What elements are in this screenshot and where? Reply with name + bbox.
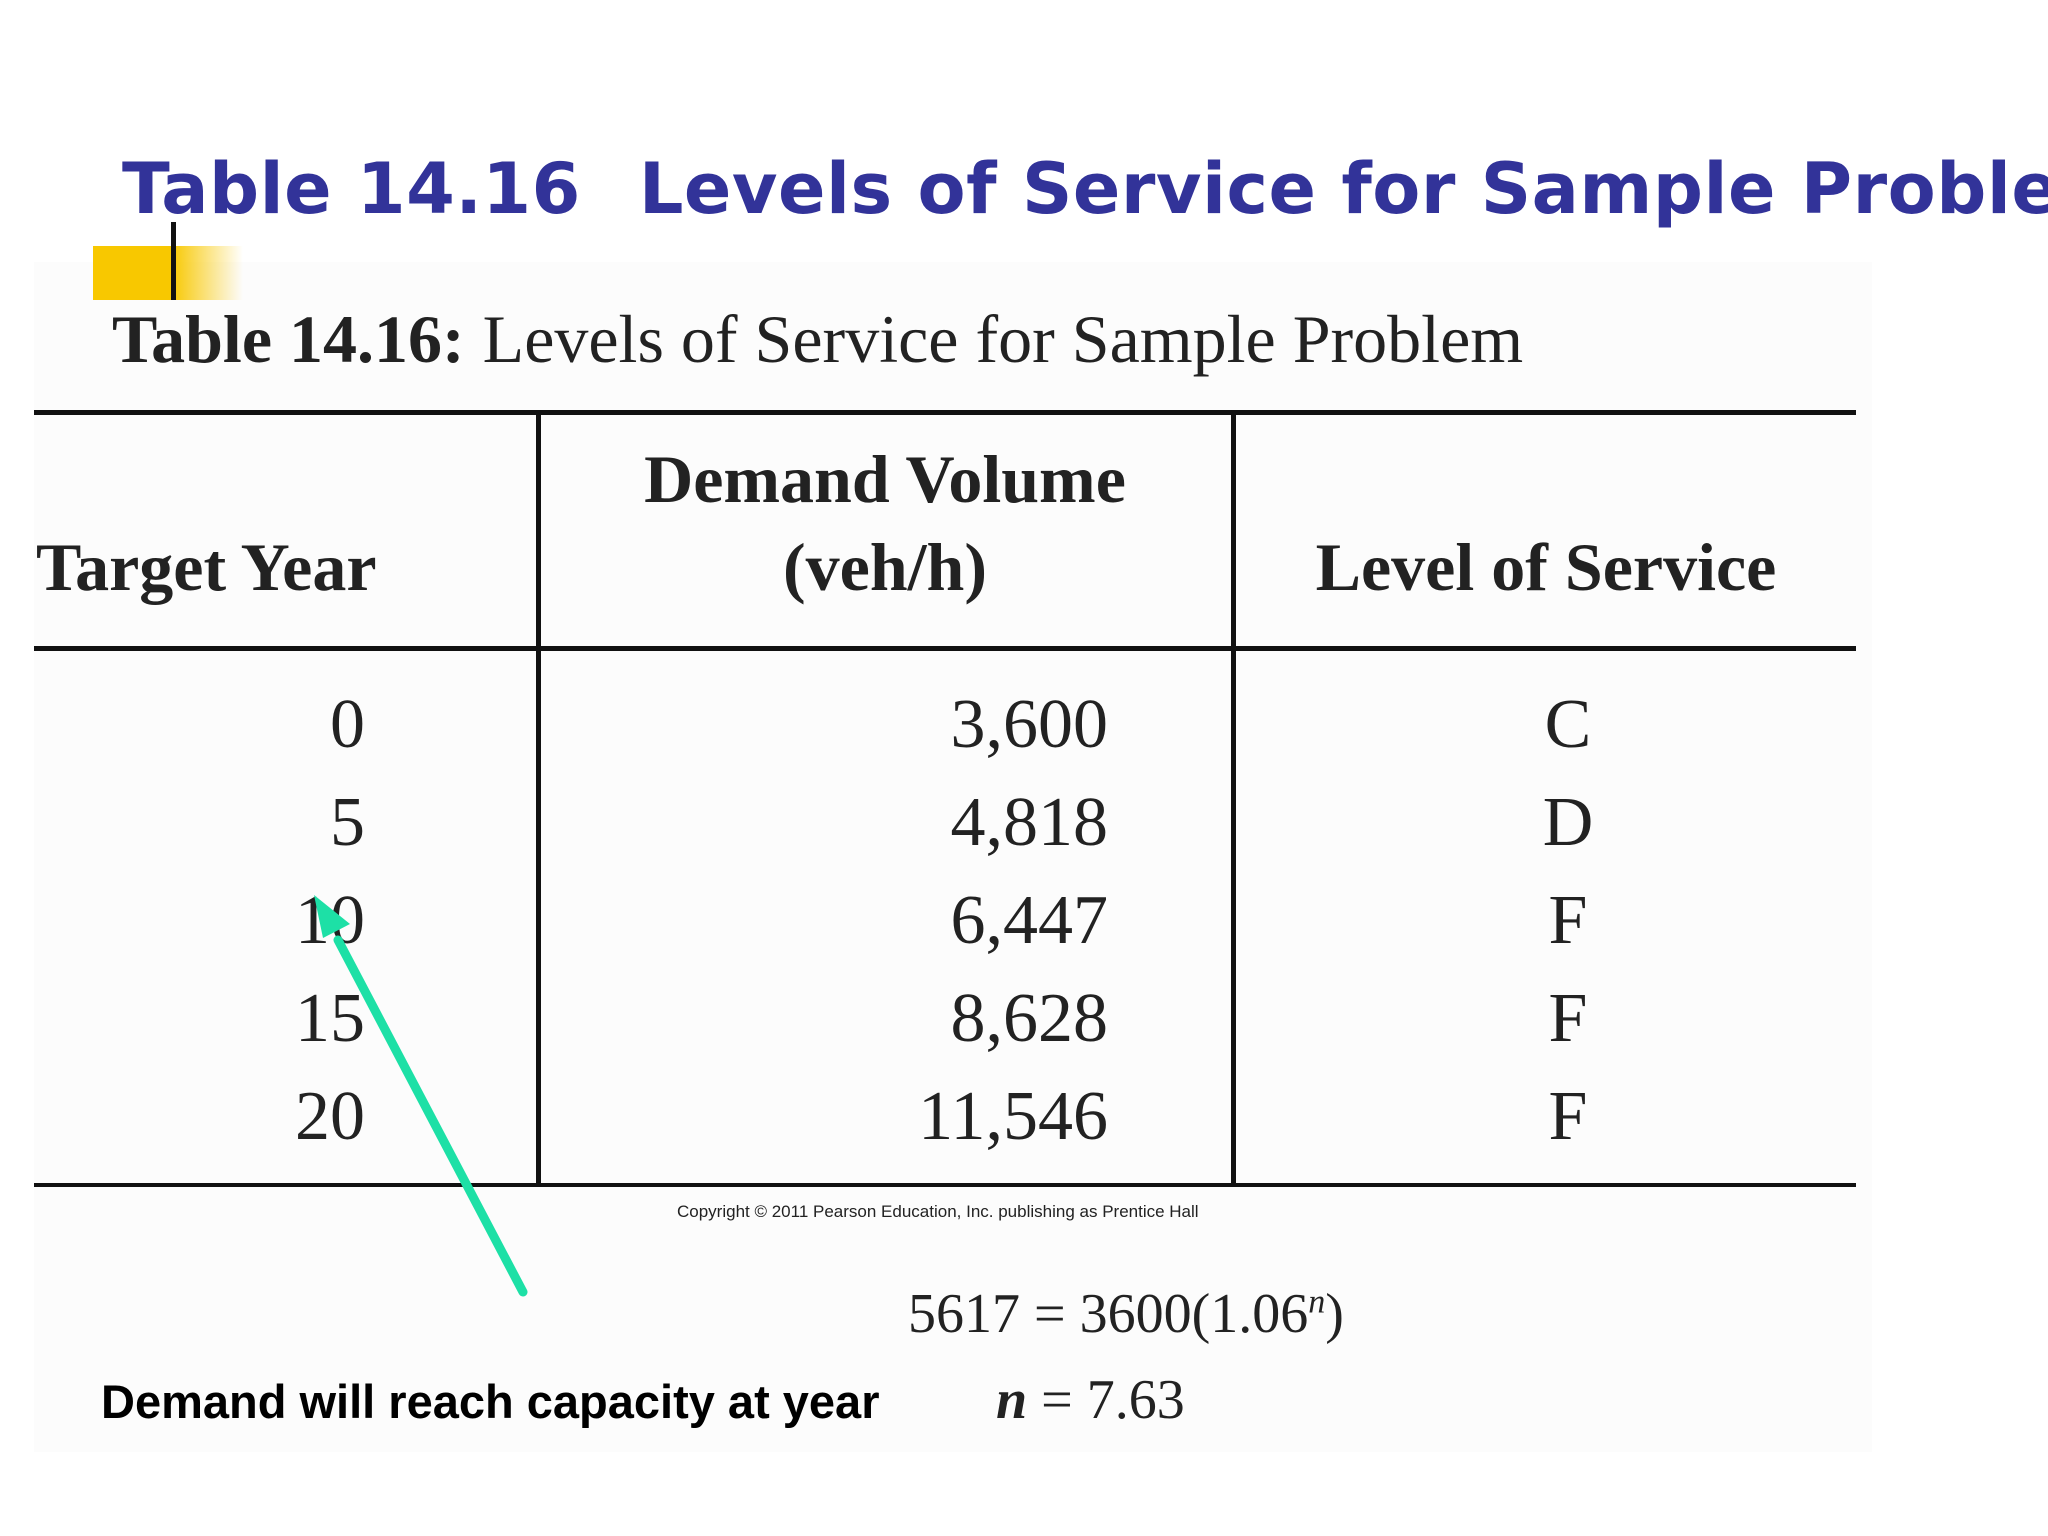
cell-target-year: 20 bbox=[295, 1078, 365, 1155]
growth-equation: 5617 = 3600(1.06n) bbox=[908, 1282, 1344, 1346]
cell-target-year: 0 bbox=[330, 686, 365, 763]
cell-target-year: 10 bbox=[295, 882, 365, 959]
slide-title-text: Levels of Service for Sample Problem bbox=[638, 148, 2048, 230]
table-caption-label: Table 14.16: bbox=[112, 301, 465, 377]
result-variable: n bbox=[996, 1369, 1028, 1431]
result-equals: = bbox=[1041, 1369, 1073, 1431]
table-caption: Table 14.16: Levels of Service for Sample… bbox=[112, 300, 1523, 379]
equation-lhs: 5617 bbox=[908, 1283, 1020, 1345]
copyright-notice: Copyright © 2011 Pearson Education, Inc.… bbox=[677, 1202, 1199, 1221]
table-header-rule bbox=[34, 646, 1856, 651]
table-column-divider bbox=[1231, 410, 1236, 1187]
header-demand-volume-unit: (veh/h) bbox=[783, 529, 987, 605]
table-column-divider bbox=[536, 410, 541, 1187]
equation-close: ) bbox=[1325, 1283, 1344, 1345]
table-caption-text: Levels of Service for Sample Problem bbox=[482, 301, 1524, 377]
header-target-year: Target Year bbox=[36, 529, 377, 605]
cell-demand-volume: 8,628 bbox=[950, 980, 1109, 1057]
table-top-rule bbox=[34, 410, 1856, 415]
cell-target-year: 5 bbox=[330, 784, 365, 861]
table-bottom-rule bbox=[34, 1183, 1856, 1187]
result-value: 7.63 bbox=[1086, 1369, 1185, 1431]
cell-demand-volume: 4,818 bbox=[950, 784, 1109, 861]
conclusion-result: n = 7.63 bbox=[996, 1368, 1185, 1432]
cell-level-of-service: C bbox=[1544, 686, 1592, 763]
cell-demand-volume: 11,546 bbox=[918, 1078, 1108, 1155]
slide-title: Table 14.16 Levels of Service for Sample … bbox=[122, 148, 2048, 230]
title-bullet-bar bbox=[93, 246, 243, 300]
equation-equals: = bbox=[1034, 1283, 1066, 1345]
cell-level-of-service: F bbox=[1548, 1078, 1588, 1155]
equation-rhs: 3600(1.06 bbox=[1079, 1283, 1309, 1345]
conclusion-text: Demand will reach capacity at year bbox=[101, 1375, 880, 1428]
cell-level-of-service: F bbox=[1548, 980, 1588, 1057]
header-level-of-service: Level of Service bbox=[1315, 529, 1777, 605]
cell-demand-volume: 3,600 bbox=[950, 686, 1109, 763]
slide-title-number: Table 14.16 bbox=[122, 148, 581, 230]
cell-demand-volume: 6,447 bbox=[950, 882, 1109, 959]
title-bullet-line bbox=[171, 222, 176, 300]
cell-level-of-service: F bbox=[1548, 882, 1588, 959]
header-demand-volume: Demand Volume bbox=[644, 441, 1126, 517]
equation-exponent: n bbox=[1308, 1283, 1326, 1321]
cell-level-of-service: D bbox=[1542, 784, 1594, 861]
cell-target-year: 15 bbox=[295, 980, 365, 1057]
